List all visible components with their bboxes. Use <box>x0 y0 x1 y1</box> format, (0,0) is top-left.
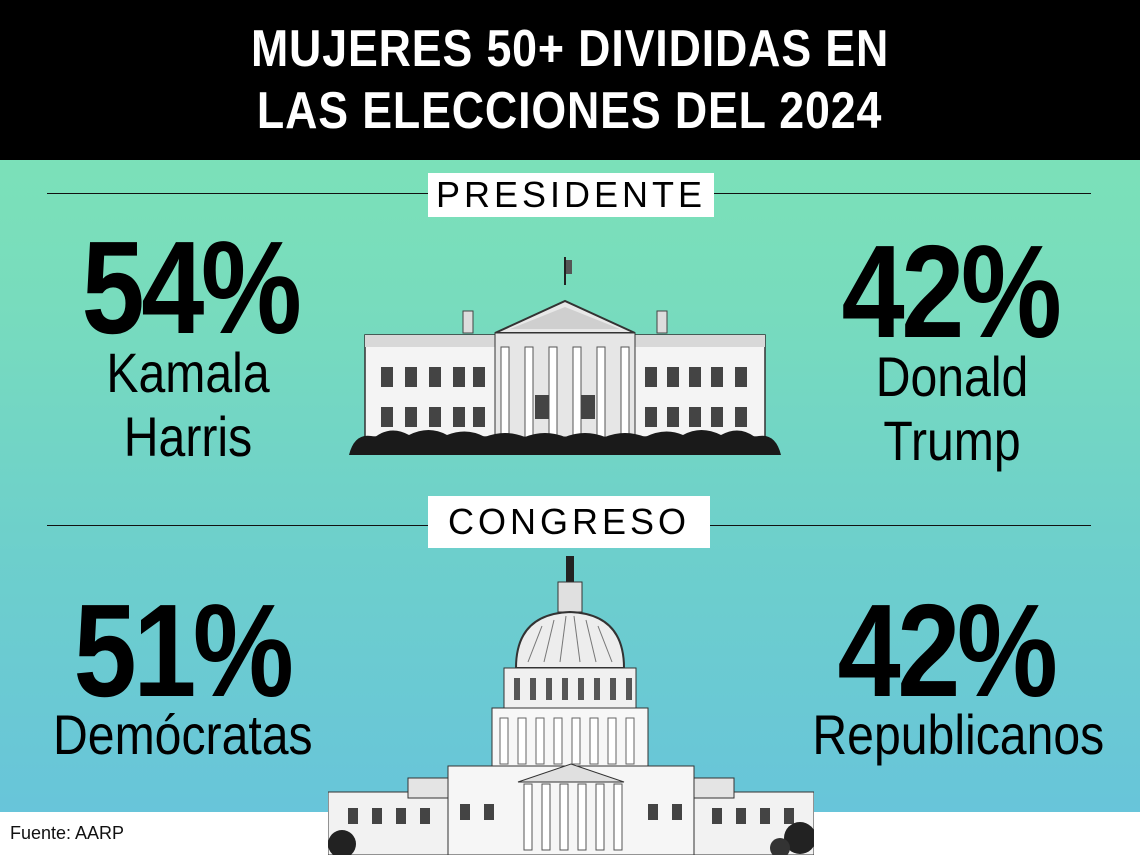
title-banner: MUJERES 50+ DIVIDIDAS EN LAS ELECCIONES … <box>0 0 1140 160</box>
democrats-label: Demócratas <box>53 703 313 766</box>
harris-name-first: Kamala <box>106 341 270 404</box>
source-credit: Fuente: AARP <box>10 823 125 843</box>
trump-percentage: 42% <box>841 218 1062 365</box>
democrats-percentage: 51% <box>73 577 294 724</box>
harris-percentage: 54% <box>81 214 302 361</box>
republicans-percentage: 42% <box>837 577 1058 724</box>
title-line-1: MUJERES 50+ DIVIDIDAS EN <box>250 20 890 78</box>
republicans-label: Republicanos <box>812 703 1105 766</box>
trump-name-first: Donald <box>875 345 1029 408</box>
trump-name-last: Trump <box>883 409 1021 472</box>
president-section-label: PRESIDENTE <box>428 173 714 217</box>
capitol-building-icon <box>328 556 814 855</box>
harris-name-last: Harris <box>123 405 253 468</box>
white-house-icon <box>349 257 781 455</box>
congress-section-label: CONGRESO <box>428 496 710 548</box>
title-line-2: LAS ELECCIONES DEL 2024 <box>257 82 883 140</box>
